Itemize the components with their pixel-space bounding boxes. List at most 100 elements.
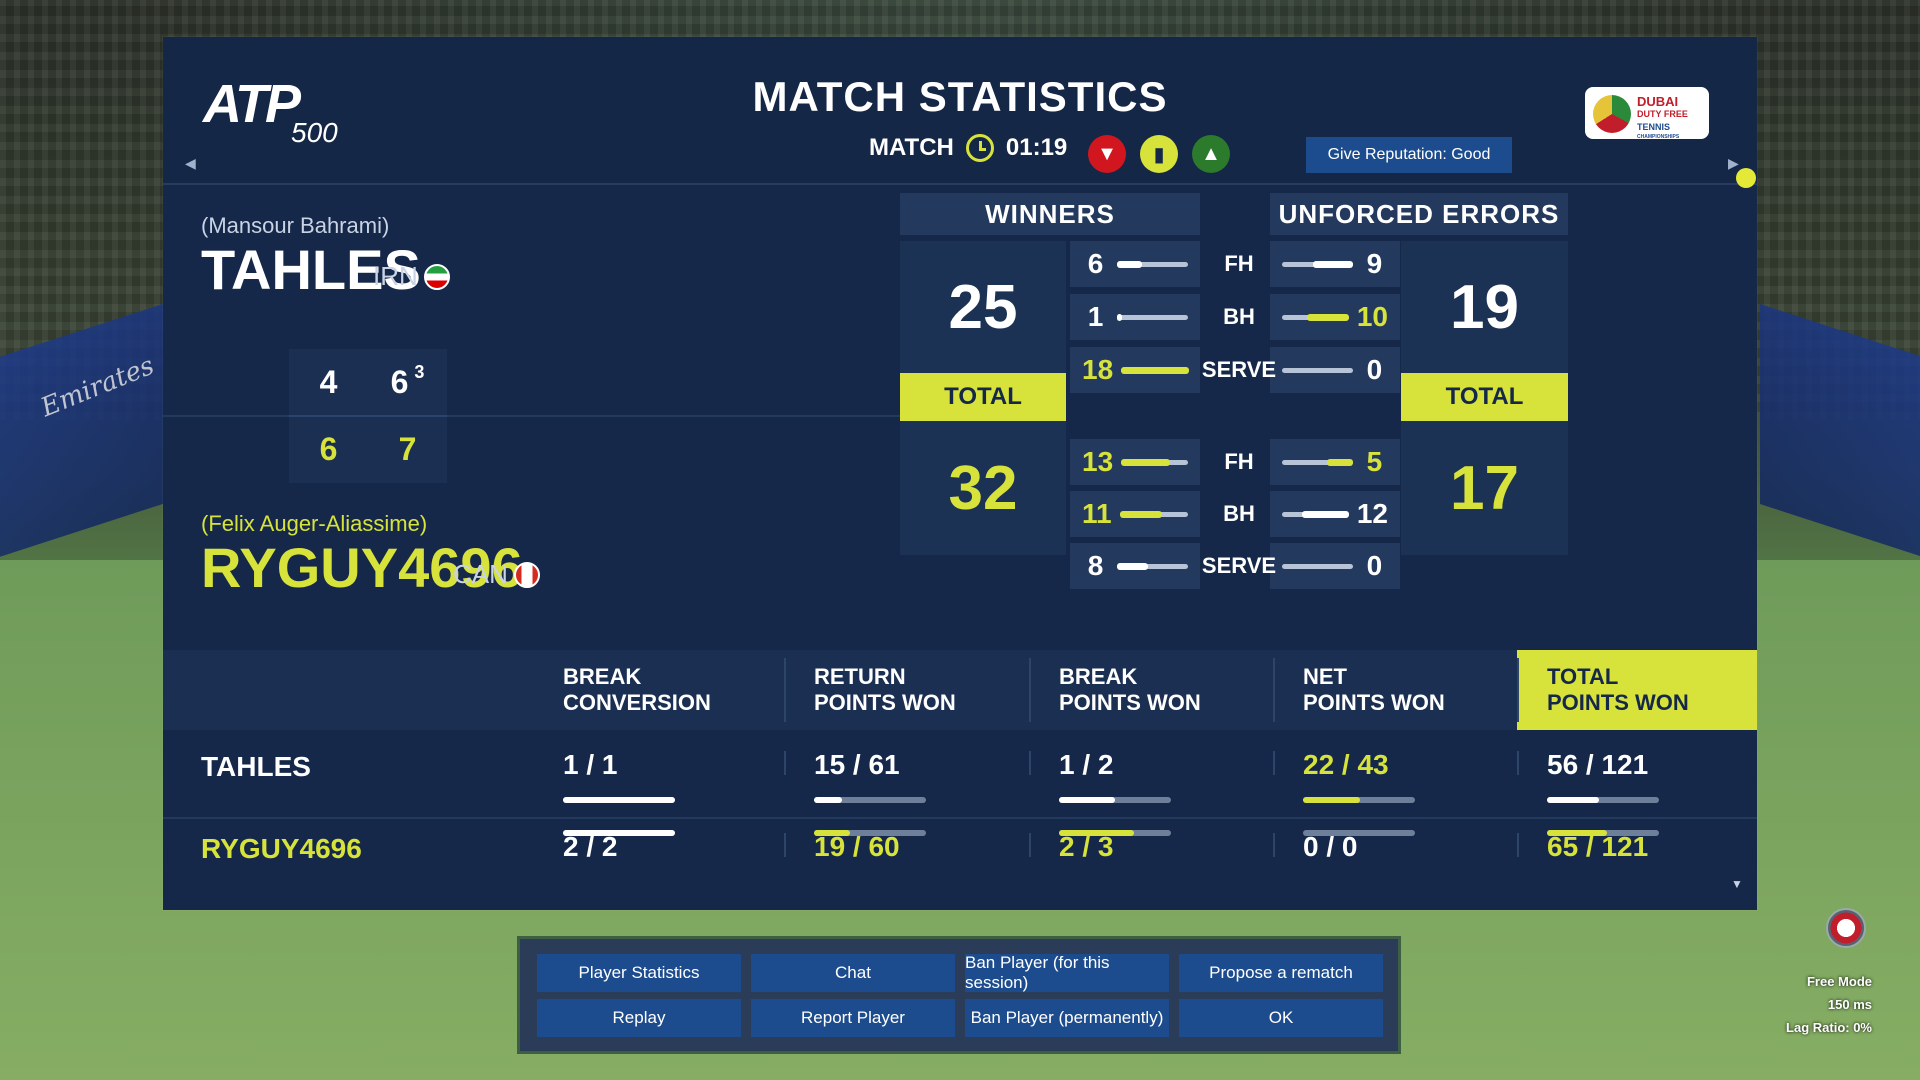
tiebreak-score: 3 — [414, 362, 425, 382]
table-column-header: BREAK POINTS WON — [1029, 650, 1273, 730]
scroll-right-arrow-icon[interactable]: ▶ — [1728, 155, 1739, 171]
table-cell-bar-fill — [1059, 797, 1115, 803]
errors-stat-cell-value: 9 — [1366, 248, 1383, 279]
match-time: MATCH 01:19 — [869, 131, 1067, 165]
ban-player-session-button[interactable]: Ban Player (for this session) — [965, 953, 1169, 992]
column-header-line: RETURN — [814, 664, 906, 689]
page-title: MATCH STATISTICS — [752, 73, 1168, 120]
winners-stat-cell-bar — [1117, 260, 1188, 268]
shot-category-label: SERVE — [1201, 553, 1277, 578]
atp-logo-level: 500 — [291, 117, 338, 148]
scroll-down-arrow-icon[interactable]: ▼ — [1731, 877, 1743, 891]
table-cell-value: 0 / 0 — [1303, 831, 1358, 862]
winners-stat-cell: 1 — [1070, 294, 1200, 340]
ban-player-permanent-button[interactable]: Ban Player (permanently) — [965, 999, 1169, 1037]
errors-stat-cell-value: 10 — [1356, 301, 1388, 332]
winners-total-label: TOTAL — [900, 373, 1066, 421]
winners-stat-cell-bar-fill — [1117, 313, 1123, 321]
winners-stat-cell-value: 8 — [1087, 550, 1104, 581]
table-cell-bar-fill — [563, 830, 675, 836]
column-header-line: TOTAL — [1547, 664, 1619, 689]
shot-category-label: BH — [1223, 501, 1255, 526]
column-header-line: POINTS WON — [1303, 690, 1445, 715]
column-header-line: POINTS WON — [1059, 690, 1201, 715]
column-divider — [1029, 751, 1031, 775]
table-cell-value: 56 / 121 — [1547, 749, 1649, 780]
winners-stat-cell: 11 — [1070, 491, 1200, 537]
thumbs-down-icon[interactable]: ▼ — [1088, 135, 1126, 173]
atp-logo-text: ATP — [203, 74, 301, 134]
report-player-button[interactable]: Report Player — [751, 999, 955, 1037]
table-cell-value: 19 / 60 — [814, 831, 900, 862]
table-cell-value: 2 / 2 — [563, 831, 618, 862]
winners-stat-cell-value: 11 — [1082, 498, 1112, 529]
table-row-player-name: TAHLES — [201, 751, 311, 782]
propose-rematch-button[interactable]: Propose a rematch — [1179, 954, 1383, 992]
winners-stat-cell: 13 — [1070, 439, 1200, 485]
errors-stat-cell: 0 — [1270, 543, 1400, 589]
column-divider — [1273, 751, 1275, 775]
errors-stat-cell-bar — [1282, 563, 1353, 569]
table-cell-bar — [563, 797, 675, 803]
tournament-emblem-icon — [1593, 95, 1631, 133]
table-row-player-name: RYGUY4696 — [201, 833, 362, 864]
replay-button[interactable]: Replay — [537, 999, 741, 1037]
player-statistics-button[interactable]: Player Statistics — [537, 954, 741, 992]
sponsor-line-4: CHAMPIONSHIPS — [1637, 134, 1680, 140]
winners-header: WINNERS — [900, 193, 1200, 235]
errors-total-label: TOTAL — [1401, 373, 1568, 421]
thumbs-neutral-icon[interactable]: ▮ — [1140, 135, 1178, 173]
column-divider — [1517, 751, 1519, 775]
table-cell-bar — [1547, 830, 1659, 836]
table-cell-bar — [1547, 797, 1659, 803]
column-divider — [784, 751, 786, 775]
table-cell-bar — [1303, 830, 1415, 836]
table-cell-bar-fill — [814, 830, 850, 836]
winners-total-player1: 25 — [900, 241, 1066, 373]
table-cell-bar — [1303, 797, 1415, 803]
set-score: 6 — [319, 431, 338, 467]
column-header-line: BREAK — [1059, 664, 1138, 689]
column-divider — [1517, 833, 1519, 857]
column-divider — [1517, 658, 1519, 722]
table-cell-bar — [1059, 830, 1171, 836]
thumbs-up-icon[interactable]: ▲ — [1192, 135, 1230, 173]
ok-button[interactable]: OK — [1179, 999, 1383, 1037]
player2-country: CAN — [453, 559, 540, 590]
winners-stat-cell-bar — [1121, 458, 1188, 466]
give-reputation-button[interactable]: Give Reputation: Good — [1306, 137, 1512, 173]
reputation-icons: ▼ ▮ ▲ — [1088, 135, 1230, 173]
sponsor-line-1: DUBAI — [1637, 94, 1679, 109]
winners-stat-cell-bar — [1117, 562, 1188, 570]
table-cell-bar-fill — [1059, 830, 1134, 836]
table-cell-bar — [814, 830, 926, 836]
table-column-header: TOTAL POINTS WON — [1517, 650, 1757, 730]
column-header-line: BREAK — [563, 664, 642, 689]
winners-stat-cell-bar-fill — [1119, 510, 1162, 518]
errors-stat-cell: 0 — [1270, 347, 1400, 393]
winners-stat-cell-bar — [1121, 366, 1190, 374]
player1-real-name: (Mansour Bahrami) — [201, 213, 390, 238]
column-header-line: POINTS WON — [814, 690, 956, 715]
shot-category-label: FH — [1224, 449, 1254, 474]
match-statistics-panel: ATP 500 MATCH STATISTICS MATCH 01:19 ▼ ▮… — [163, 37, 1757, 910]
winners-stat-cell-bar — [1119, 510, 1188, 518]
set-score: 4 — [319, 364, 338, 400]
errors-stat-cell: 12 — [1270, 491, 1400, 537]
table-column-header: RETURN POINTS WON — [784, 650, 1029, 730]
chat-button[interactable]: Chat — [751, 954, 955, 992]
player-badge-icon — [1826, 908, 1866, 948]
winners-stat-cell-bar-fill — [1121, 458, 1171, 466]
clock-icon — [965, 134, 994, 162]
network-hud: Free Mode 150 ms Lag Ratio: 0% — [1786, 970, 1872, 1039]
winners-stat-cell-bar-fill — [1121, 366, 1190, 374]
scroll-left-arrow-icon[interactable]: ◀ — [185, 155, 196, 171]
winners-stat-cell-bar-fill — [1117, 562, 1149, 570]
winners-stat-cell-value: 1 — [1087, 301, 1104, 332]
table-cell-bar-fill — [1547, 797, 1599, 803]
iran-flag-icon — [423, 263, 450, 290]
action-button-panel: Player Statistics Chat Ban Player (for t… — [517, 936, 1401, 1054]
unforced-errors-header: UNFORCED ERRORS — [1270, 193, 1568, 235]
